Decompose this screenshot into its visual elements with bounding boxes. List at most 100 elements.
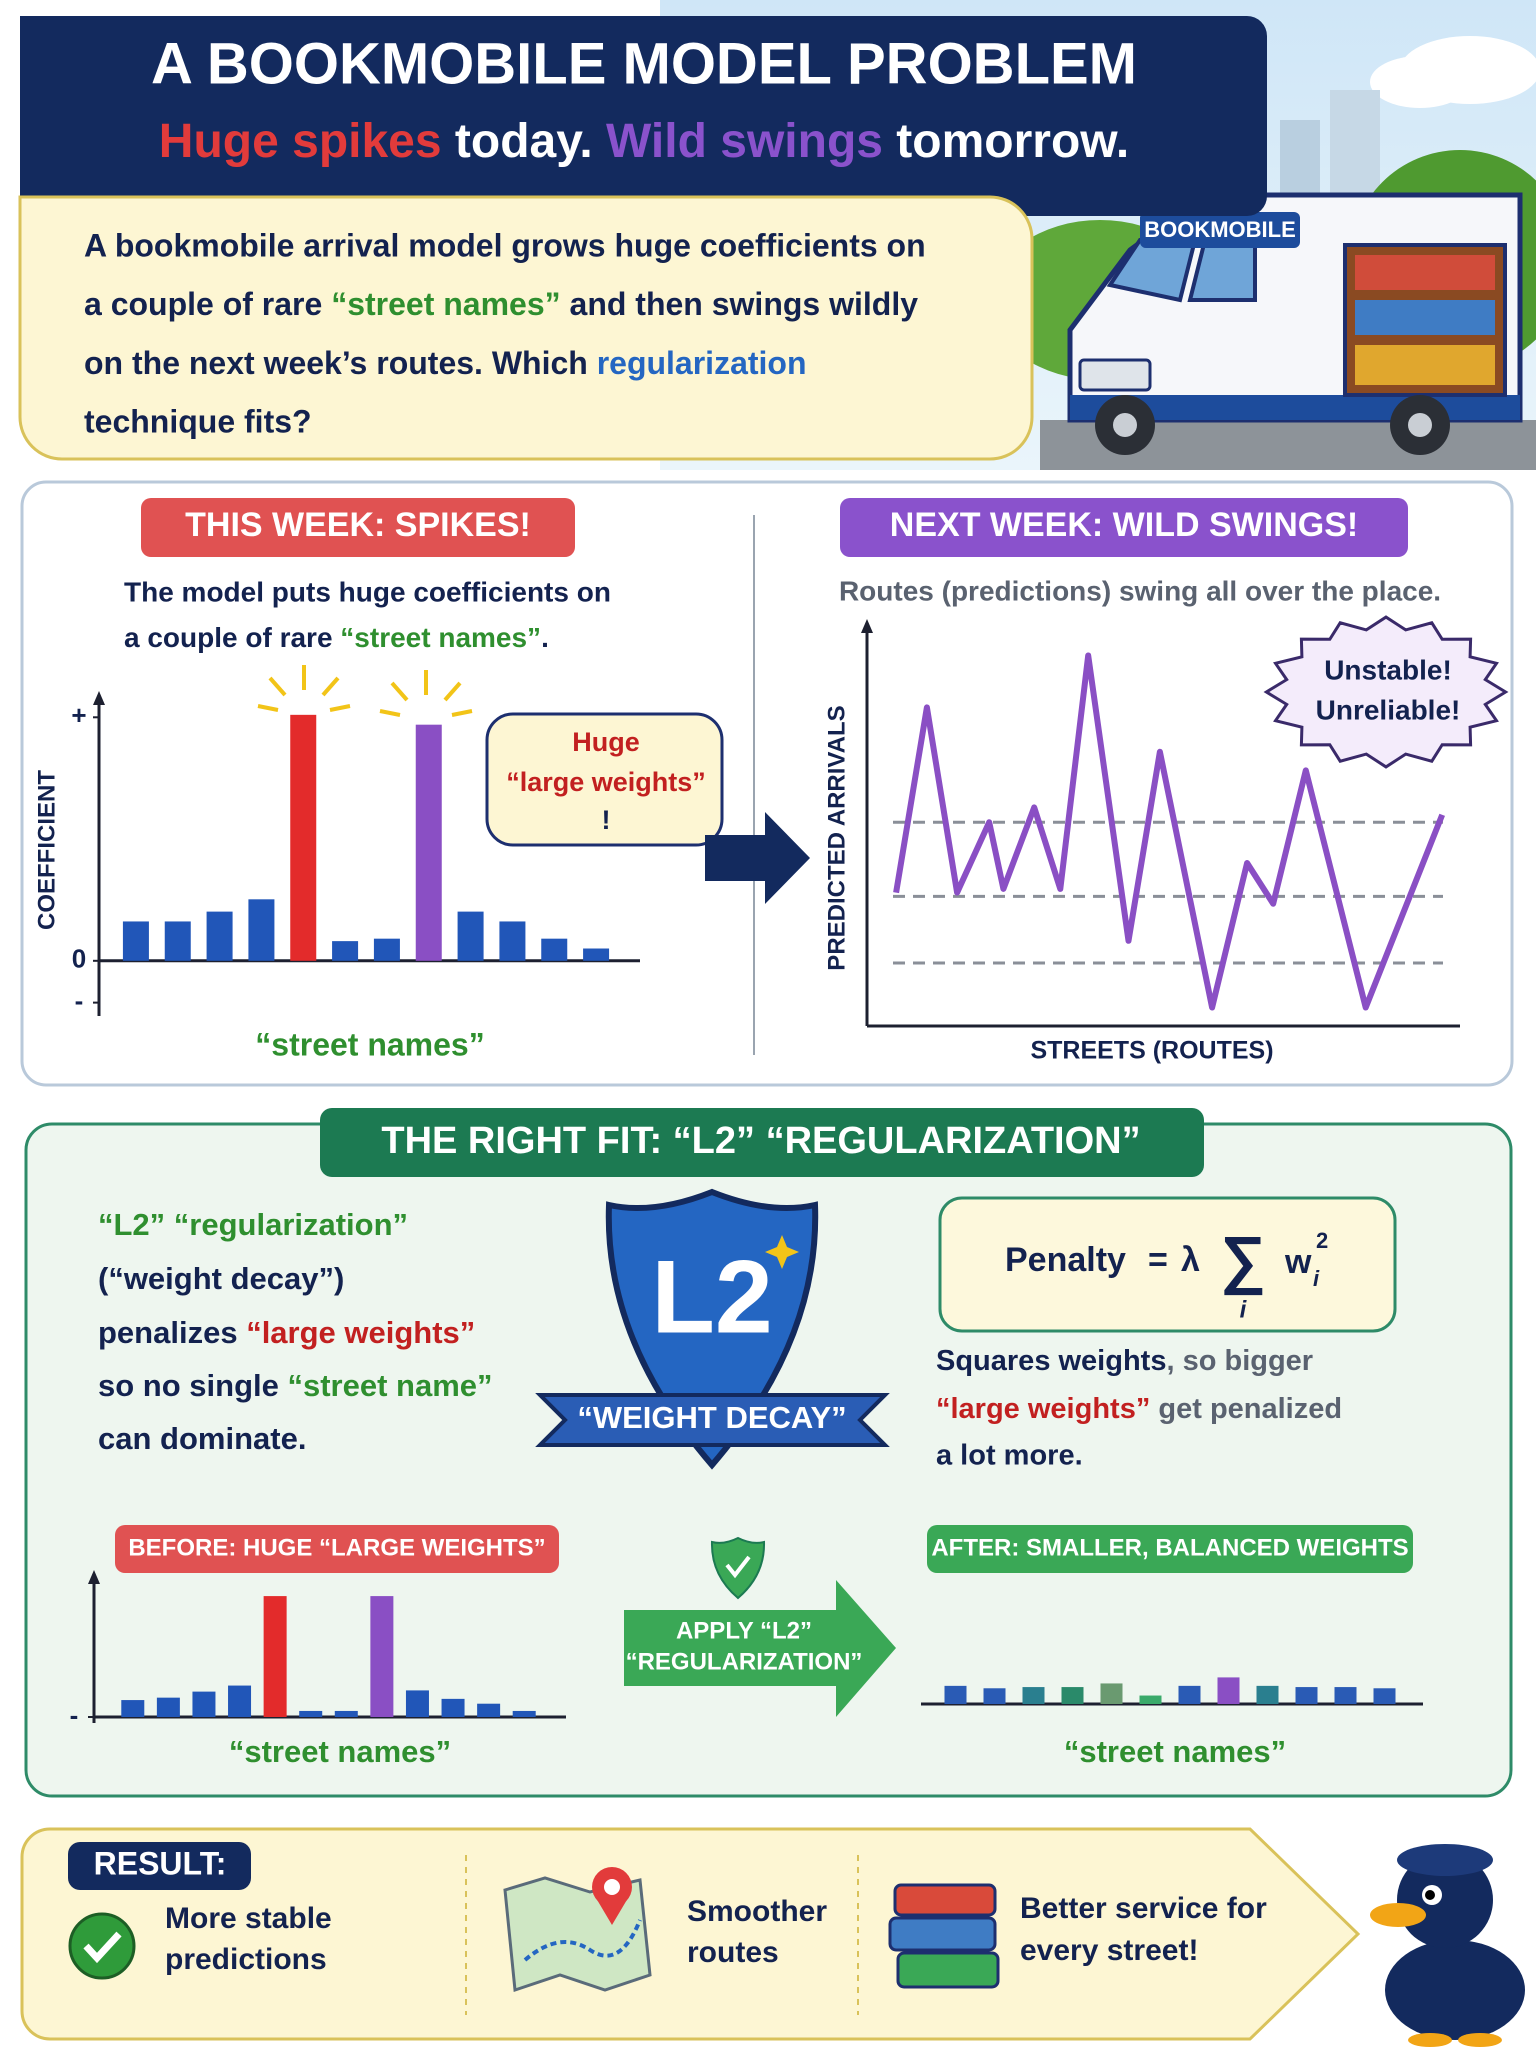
chart-label: AFTER: SMALLER, BALANCED WEIGHTS bbox=[931, 1534, 1408, 1561]
bar bbox=[583, 948, 610, 961]
panel-label: THIS WEEK: SPIKES! bbox=[185, 506, 531, 544]
intro-line: A bookmobile arrival model grows huge co… bbox=[84, 227, 926, 263]
callout-line: “large weights” bbox=[506, 767, 706, 797]
label-pill bbox=[840, 498, 1408, 557]
note-part: Squares weights bbox=[936, 1345, 1166, 1377]
bar bbox=[373, 938, 400, 961]
bar bbox=[248, 899, 275, 961]
line-series bbox=[893, 652, 1445, 1011]
y-axis-label: COEFFICIENT bbox=[33, 770, 60, 930]
bar bbox=[206, 911, 233, 961]
bar bbox=[1139, 1695, 1162, 1704]
formula: Penalty bbox=[1005, 1241, 1126, 1279]
bar bbox=[457, 911, 484, 961]
formula: i bbox=[1240, 1296, 1248, 1323]
note-line: “large weights” get penalized bbox=[936, 1393, 1342, 1425]
explanation-line: (“weight decay”) bbox=[98, 1261, 344, 1296]
result-text: routes bbox=[687, 1936, 779, 1969]
banner-text: THE RIGHT FIT: “L2” “REGULARIZATION” bbox=[381, 1120, 1140, 1162]
x-axis-label: “street names” bbox=[1064, 1734, 1286, 1769]
formula: = bbox=[1148, 1241, 1168, 1279]
description-line: a couple of rare “street names”. bbox=[124, 622, 549, 653]
result-text: More stable bbox=[165, 1902, 332, 1935]
explanation-line: “L2” “regularization” bbox=[98, 1207, 408, 1242]
check-mark bbox=[83, 1931, 122, 1964]
formula-note: Squares weights, so bigger “large weight… bbox=[936, 1345, 1342, 1472]
bar bbox=[499, 921, 526, 961]
intro-part: regularization bbox=[597, 345, 807, 381]
truck-illustration bbox=[660, 0, 1536, 470]
books-icon bbox=[888, 1883, 1000, 1989]
callout-line: ! bbox=[602, 805, 611, 835]
bar bbox=[541, 938, 568, 961]
bar bbox=[983, 1688, 1006, 1704]
note-line: a lot more. bbox=[936, 1440, 1083, 1472]
explanation-part: “large weights” bbox=[246, 1315, 475, 1350]
badge-line: Unstable! bbox=[1324, 654, 1452, 685]
callout-line: Huge bbox=[572, 727, 640, 757]
formula: λ bbox=[1181, 1241, 1200, 1279]
ribbon bbox=[535, 1393, 890, 1447]
bar bbox=[441, 1698, 465, 1717]
description-part: . bbox=[541, 622, 549, 653]
check-mark bbox=[725, 1555, 751, 1579]
label-pill bbox=[927, 1525, 1413, 1573]
y-tick-label: - bbox=[75, 985, 84, 1015]
intro: A bookmobile arrival model grows huge co… bbox=[84, 227, 926, 439]
result-text: Better service for bbox=[1020, 1892, 1267, 1925]
ribbon-text: “WEIGHT DECAY” bbox=[577, 1400, 846, 1435]
subtitle-part: tomorrow. bbox=[883, 115, 1129, 168]
bar bbox=[1100, 1683, 1123, 1704]
formula: w bbox=[1284, 1243, 1312, 1281]
bar bbox=[1178, 1685, 1201, 1704]
subtitle-part: Huge spikes bbox=[159, 115, 442, 168]
bar bbox=[156, 1697, 180, 1717]
bar bbox=[299, 1710, 323, 1717]
badge-line: Unreliable! bbox=[1316, 694, 1461, 725]
label-pill bbox=[115, 1525, 559, 1573]
bar bbox=[332, 941, 359, 961]
explanation-line: penalizes “large weights” bbox=[98, 1315, 475, 1350]
result-text: every street! bbox=[1020, 1934, 1198, 1967]
axis-arrow bbox=[93, 691, 105, 705]
bar bbox=[1334, 1687, 1357, 1704]
bar bbox=[334, 1710, 358, 1717]
explanation-part: “street name” bbox=[287, 1368, 492, 1403]
label-pill bbox=[141, 498, 575, 557]
result-text: Smoother bbox=[687, 1895, 827, 1928]
x-axis-label: STREETS (ROUTES) bbox=[1030, 1037, 1273, 1065]
intro-line: on the next week’s routes. Which regular… bbox=[84, 345, 807, 381]
explanation-part: penalizes bbox=[98, 1315, 246, 1350]
arrow bbox=[705, 812, 810, 904]
header-banner bbox=[20, 16, 1267, 216]
shield bbox=[605, 1188, 819, 1470]
truck-sign: BOOKMOBILE bbox=[1144, 217, 1296, 242]
comparison-panel bbox=[20, 480, 1514, 1087]
bar bbox=[415, 724, 442, 961]
axis-arrow bbox=[88, 1570, 100, 1584]
bar bbox=[263, 1596, 287, 1717]
explanation-line: so no single “street name” bbox=[98, 1368, 493, 1403]
subtitle: Huge spikes today. Wild swings tomorrow. bbox=[159, 115, 1129, 168]
formula: ∑ bbox=[1220, 1223, 1266, 1296]
intro-part: a couple of rare bbox=[84, 286, 331, 322]
subtitle-part: Wild swings bbox=[606, 115, 883, 168]
apply-line: APPLY “L2” bbox=[676, 1617, 812, 1644]
intro-part: on the next week’s routes. Which bbox=[84, 345, 597, 381]
subtitle-part: today. bbox=[442, 115, 606, 168]
bar bbox=[192, 1691, 216, 1717]
bar bbox=[290, 714, 317, 961]
bar bbox=[1022, 1687, 1045, 1704]
bar bbox=[944, 1685, 967, 1704]
formula: i bbox=[1313, 1266, 1320, 1291]
formula: 2 bbox=[1316, 1228, 1328, 1253]
note-part: get penalized bbox=[1150, 1393, 1342, 1425]
description-part: a couple of rare bbox=[124, 622, 340, 653]
y-axis-label: PREDICTED ARRIVALS bbox=[823, 705, 850, 970]
bar bbox=[228, 1685, 252, 1717]
description: Routes (predictions) swing all over the … bbox=[839, 575, 1441, 606]
panel-label: NEXT WEEK: WILD SWINGS! bbox=[890, 506, 1358, 544]
bar bbox=[370, 1596, 394, 1717]
x-axis-label: “street names” bbox=[229, 1734, 451, 1769]
y-tick-label: + bbox=[71, 700, 86, 730]
